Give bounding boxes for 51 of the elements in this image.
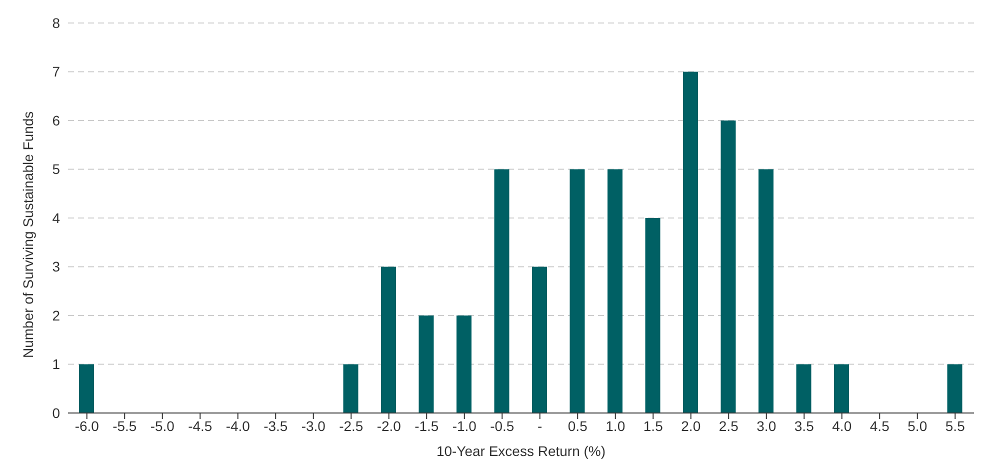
y-tick-label: 0 — [52, 404, 60, 421]
x-tick-label: -1.0 — [452, 418, 477, 434]
x-tick-label: 5.0 — [908, 418, 928, 434]
x-tick-label: 1.0 — [606, 418, 626, 434]
bar — [343, 364, 358, 413]
bar — [418, 316, 434, 413]
x-tick-label: 3.5 — [794, 418, 814, 434]
x-tick-label: 4.5 — [870, 418, 890, 434]
x-tick-label: -4.5 — [188, 418, 212, 434]
y-tick-label: 7 — [52, 64, 60, 80]
x-tick-label: -2.0 — [376, 418, 402, 434]
bar — [758, 169, 774, 413]
y-axis-title: Number of Surviving Sustainable Funds — [20, 111, 36, 358]
x-tick-label: -3.0 — [301, 418, 326, 434]
y-tick-label: 2 — [52, 307, 60, 324]
bar — [381, 266, 396, 413]
x-tick-label: -0.5 — [490, 418, 514, 434]
x-tick-label: 0.5 — [568, 418, 588, 434]
bar — [570, 169, 585, 413]
x-tick-label: -5.5 — [112, 418, 137, 434]
y-tick-label: 8 — [52, 14, 60, 31]
bar — [608, 169, 622, 413]
y-tick-label: 6 — [52, 112, 60, 128]
y-tick-label: 1 — [52, 356, 60, 372]
bar — [645, 218, 660, 413]
x-tick-label: 2.0 — [681, 418, 701, 434]
bar — [720, 120, 736, 413]
x-tick-label: - — [538, 418, 543, 434]
bar — [79, 364, 94, 413]
x-tick-label: 4.0 — [832, 418, 852, 434]
x-axis-title: 10-Year Excess Return (%) — [436, 443, 606, 459]
bar — [834, 364, 849, 413]
y-tick-label: 3 — [52, 258, 60, 275]
bar — [947, 364, 962, 413]
x-tick-label: -5.0 — [150, 418, 175, 434]
x-tick-label: -1.5 — [414, 418, 439, 434]
bar — [456, 316, 472, 413]
x-tick-label: 5.5 — [945, 418, 966, 434]
bar — [683, 72, 698, 413]
x-tick-label: 1.5 — [643, 418, 664, 434]
x-tick-label: -2.5 — [339, 418, 364, 434]
y-tick-label: 5 — [52, 161, 60, 178]
x-tick-label: 2.5 — [718, 418, 739, 434]
x-tick-label: -3.5 — [264, 418, 288, 434]
x-tick-label: 3.0 — [756, 418, 776, 434]
bar — [494, 169, 510, 413]
x-tick-label: -6.0 — [74, 418, 100, 434]
y-tick-label: 4 — [52, 210, 60, 226]
bar — [532, 266, 547, 413]
bar — [796, 364, 812, 413]
x-tick-label: -4.0 — [226, 418, 250, 434]
